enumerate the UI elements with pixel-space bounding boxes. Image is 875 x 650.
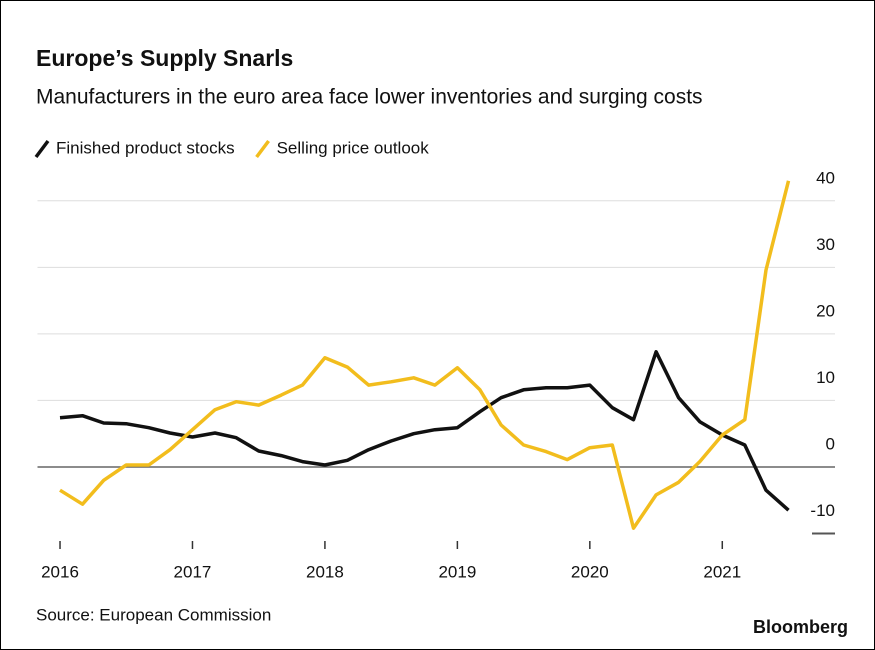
- y-tick-label: 20: [816, 301, 835, 320]
- y-tick-label: 40: [816, 168, 835, 187]
- y-tick-label: 10: [816, 368, 835, 387]
- x-tick-label: 2020: [571, 562, 609, 581]
- legend-label: Selling price outlook: [277, 138, 430, 157]
- legend-label: Finished product stocks: [56, 138, 235, 157]
- x-tick-label: 2019: [438, 562, 476, 581]
- x-tick-label: 2021: [703, 562, 741, 581]
- chart-title: Europe’s Supply Snarls: [36, 45, 293, 71]
- series-line: [59, 180, 791, 530]
- x-tick-label: 2018: [306, 562, 344, 581]
- x-tick-label: 2017: [174, 562, 212, 581]
- y-tick-label: 30: [816, 235, 835, 254]
- source: Source: European Commission: [36, 605, 271, 624]
- chart-subtitle: Manufacturers in the euro area face lowe…: [36, 86, 703, 109]
- legend-swatch: [34, 139, 50, 159]
- y-tick-label: -10: [810, 501, 835, 520]
- legend-swatch: [255, 139, 270, 159]
- y-tick-label: 0: [826, 434, 835, 453]
- x-tick-label: 2016: [41, 562, 79, 581]
- brand: Bloomberg: [753, 617, 848, 637]
- series-line: [59, 350, 790, 512]
